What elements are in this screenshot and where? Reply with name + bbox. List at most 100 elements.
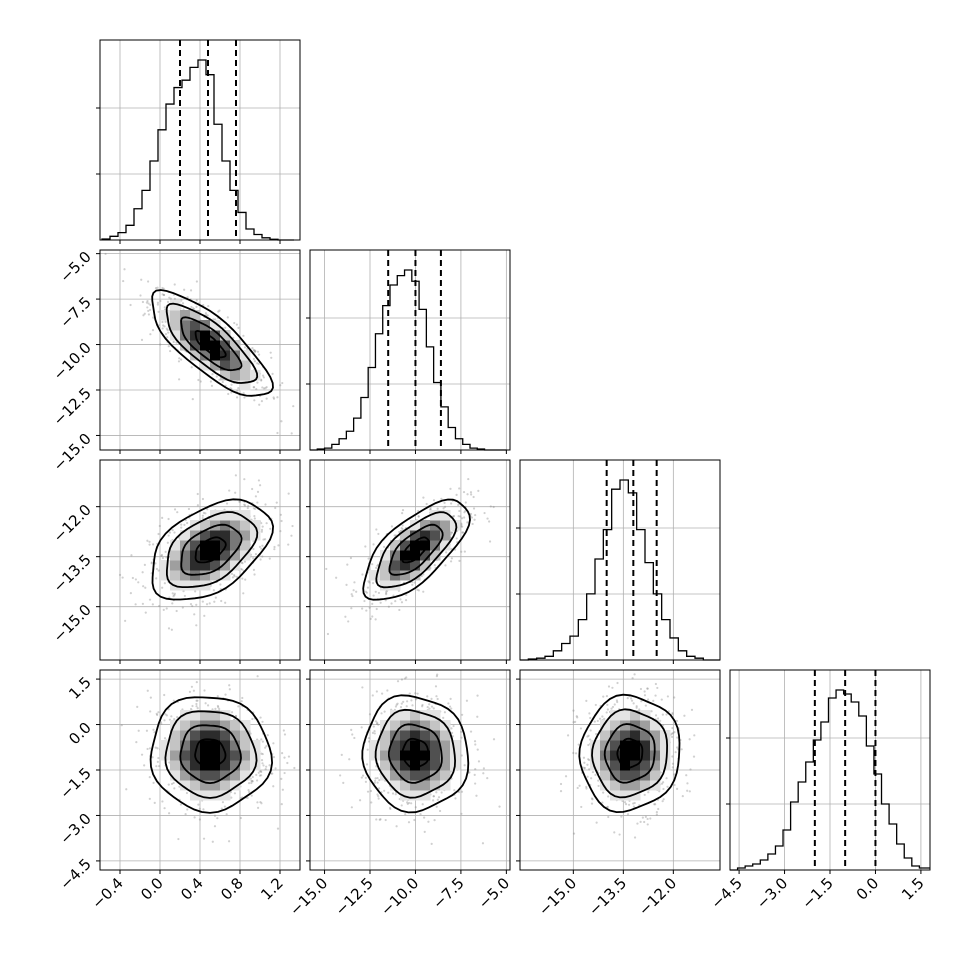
scatter-point — [411, 583, 414, 586]
density-cell — [390, 720, 401, 731]
scatter-point — [130, 554, 133, 557]
scatter-point — [472, 507, 476, 510]
scatter-point — [403, 677, 407, 680]
panel-3-1: −15.0 −12.5 −10.0 −7.5 −5.0 — [286, 669, 513, 919]
scatter-point — [461, 517, 464, 520]
density-cell — [380, 580, 391, 591]
scatter-point — [181, 302, 185, 305]
scatter-point — [180, 523, 183, 526]
scatter-point — [256, 490, 260, 494]
density-cell — [440, 760, 451, 771]
scatter-point — [369, 789, 373, 793]
scatter-point — [223, 805, 227, 808]
scatter-point — [360, 776, 363, 779]
scatter-point — [595, 732, 598, 736]
scatter-point — [148, 747, 152, 750]
scatter-point — [240, 700, 243, 703]
density-cell — [180, 740, 191, 751]
density-cell — [180, 560, 191, 571]
panel-2-0: −15.0 −13.5 −12.0 — [50, 459, 301, 664]
scatter-point — [202, 837, 206, 840]
scatter-point — [160, 553, 164, 557]
density-cell — [240, 520, 251, 531]
scatter-point — [375, 690, 378, 693]
scatter-point — [489, 505, 492, 508]
scatter-point — [167, 534, 170, 537]
scatter-point — [361, 607, 364, 610]
scatter-point — [163, 306, 166, 309]
density-cell — [230, 350, 241, 361]
scatter-point — [157, 756, 160, 760]
y-tick-label: −12.0 — [50, 501, 95, 546]
scatter-point — [204, 312, 208, 315]
scatter-point — [367, 580, 370, 583]
y-tick-label: −3.0 — [56, 810, 94, 848]
density-cell — [430, 740, 441, 751]
scatter-point — [261, 544, 264, 547]
scatter-point — [187, 507, 191, 511]
scatter-point — [676, 787, 679, 790]
density-cell — [210, 330, 221, 341]
density-cell — [180, 530, 191, 541]
scatter-point — [161, 327, 164, 330]
scatter-point — [636, 822, 639, 825]
scatter-point — [398, 608, 401, 612]
density-cell — [640, 750, 651, 761]
panel-3-3: −4.5 −3.0 −1.5 0.0 1.5 — [707, 669, 931, 913]
scatter-point — [225, 813, 228, 816]
scatter-point — [121, 576, 124, 579]
scatter-point — [616, 700, 619, 704]
scatter-point — [254, 552, 258, 556]
scatter-point — [680, 748, 683, 751]
scatter-point — [364, 776, 367, 779]
scatter-point — [673, 773, 676, 776]
scatter-point — [559, 790, 563, 793]
panel-3-2: −15.0 −13.5 −12.0 — [516, 669, 721, 919]
scatter-point — [371, 731, 375, 735]
scatter-point — [256, 501, 259, 504]
density-cell — [200, 530, 211, 541]
scatter-point — [474, 743, 477, 746]
density-cell — [420, 750, 431, 761]
y-tick-label: −15.0 — [50, 430, 95, 475]
density-cell — [390, 750, 401, 761]
scatter-point — [624, 803, 628, 806]
density-cell — [200, 520, 211, 531]
scatter-point — [162, 287, 165, 290]
scatter-point — [445, 551, 448, 554]
density-cell — [180, 780, 191, 791]
density-cell — [620, 750, 631, 761]
scatter-point — [683, 714, 686, 717]
scatter-point — [654, 694, 657, 697]
scatter-point — [271, 772, 274, 775]
scatter-point — [257, 353, 261, 356]
density-cell — [240, 770, 251, 781]
scatter-point — [154, 287, 158, 290]
scatter-point — [161, 556, 165, 560]
scatter-point — [170, 715, 173, 718]
scatter-point — [455, 493, 458, 497]
density-cell — [210, 530, 221, 541]
scatter-point — [250, 781, 253, 785]
scatter-point — [458, 559, 461, 562]
scatter-point — [261, 555, 264, 558]
scatter-point — [255, 387, 258, 391]
density-cell — [240, 380, 251, 391]
scatter-point — [195, 702, 198, 706]
scatter-point — [148, 598, 152, 601]
scatter-point — [676, 746, 679, 749]
scatter-point — [410, 699, 413, 702]
density-cell — [660, 750, 671, 761]
scatter-point — [398, 530, 401, 534]
scatter-point — [579, 727, 583, 730]
density-cell — [380, 560, 391, 571]
scatter-point — [206, 508, 209, 511]
scatter-point — [575, 715, 578, 718]
density-cell — [400, 710, 411, 721]
scatter-point — [386, 689, 389, 692]
scatter-point — [373, 781, 376, 784]
scatter-point — [186, 808, 189, 811]
scatter-point — [457, 515, 460, 518]
scatter-point — [163, 582, 166, 585]
scatter-point — [325, 567, 328, 571]
